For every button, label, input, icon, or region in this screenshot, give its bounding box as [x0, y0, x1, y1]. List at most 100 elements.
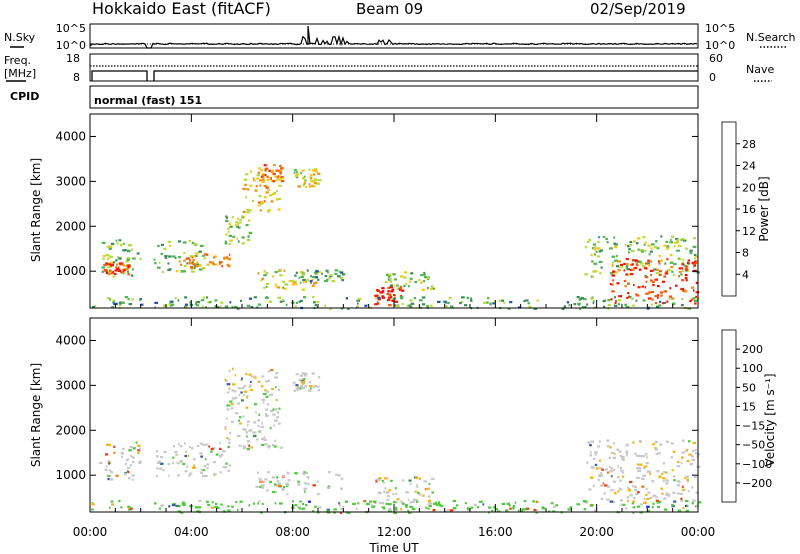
- freq-tick-bottom-left: 8: [73, 71, 80, 84]
- power-scatter-cell: [631, 263, 634, 266]
- power-scatter-cell: [175, 270, 179, 273]
- power-scatter-cell: [695, 281, 699, 284]
- vel-scatter-cell: [392, 493, 395, 496]
- vel-scatter-cell: [355, 507, 358, 510]
- vel-scatter-cell: [252, 502, 255, 505]
- vel-scatter-cell: [156, 461, 161, 464]
- vel-scatter-cell: [383, 490, 386, 494]
- power-scatter-cell: [300, 171, 302, 175]
- vel-scatter-cell: [590, 440, 594, 443]
- vel-scatter-cell: [200, 455, 203, 458]
- power-scatter-cell: [241, 242, 245, 245]
- power-scatter-cell: [586, 240, 590, 244]
- vel-scatter-cell: [385, 502, 389, 505]
- power-scatter-cell: [167, 268, 171, 272]
- vel-scatter-cell: [523, 500, 527, 503]
- power-scatter-cell: [693, 237, 696, 240]
- power-scatter-cell: [616, 282, 620, 285]
- power-scatter-cell: [167, 240, 172, 243]
- vel-scatter-cell: [122, 447, 125, 450]
- vel-scatter-cell: [261, 502, 264, 505]
- vel-scatter-cell: [301, 382, 304, 385]
- vel-scatter-cell: [210, 450, 213, 453]
- power-scatter-cell: [198, 268, 203, 271]
- power-scatter-cell: [396, 287, 399, 290]
- vel-scatter-cell: [240, 379, 243, 382]
- power-scatter-cell: [609, 247, 613, 250]
- vel-scatter-cell: [372, 505, 376, 508]
- vel-scatter-cell: [644, 453, 648, 456]
- vel-scatter-cell: [427, 495, 431, 498]
- vel-scatter-cell: [432, 509, 436, 512]
- vel-scatter-cell: [357, 502, 360, 505]
- power-scatter-cell: [687, 259, 691, 262]
- power-scatter-cell: [387, 298, 391, 302]
- power-scatter-cell: [398, 287, 403, 290]
- power-scatter-cell: [324, 280, 328, 283]
- vel-scatter-cell: [226, 408, 230, 411]
- power-scatter-cell: [257, 303, 262, 306]
- power-scatter-cell: [685, 265, 689, 268]
- vel-scatter-cell: [505, 509, 509, 512]
- vel-scatter-cell: [273, 424, 275, 427]
- vel-scatter-cell: [335, 473, 338, 476]
- power-scatter-cell: [127, 298, 130, 301]
- power-scatter-cell: [311, 184, 313, 187]
- power-scatter-cell: [691, 261, 695, 264]
- power-scatter-cell: [405, 282, 408, 285]
- power-scatter-cell: [275, 198, 279, 201]
- vel-scatter-cell: [210, 448, 214, 451]
- power-scatter-cell: [235, 306, 238, 309]
- vel-scatter-cell: [655, 499, 659, 502]
- power-scatter-cell: [387, 275, 391, 278]
- vel-scatter-cell: [598, 459, 601, 462]
- vel-scatter-cell: [670, 456, 674, 459]
- power-scatter-cell: [315, 270, 319, 273]
- vel-scatter-cell: [680, 492, 683, 496]
- nave-tick-top: 60: [709, 52, 723, 65]
- vel-scatter-cell: [187, 454, 190, 457]
- vel-scatter-cell: [220, 503, 223, 506]
- power-scatter-cell: [281, 177, 285, 180]
- vel-scatter-cell: [126, 458, 129, 462]
- vel-scatter-cell: [673, 479, 676, 482]
- power-scatter-cell: [628, 251, 630, 254]
- power-scatter-cell: [275, 286, 279, 289]
- power-scatter-cell: [640, 250, 644, 253]
- power-scatter-cell: [667, 269, 671, 272]
- vel-scatter-cell: [231, 383, 236, 386]
- power-scatter-cell: [249, 297, 252, 300]
- vel-scatter-cell: [593, 457, 596, 460]
- vel-scatter-cell: [193, 458, 195, 461]
- vel-scatter-cell: [110, 500, 114, 503]
- nave-tick-bottom: 0: [709, 71, 716, 84]
- vel-scatter-cell: [400, 500, 403, 503]
- power-scatter-cell: [272, 173, 276, 176]
- power-scatter-cell: [102, 257, 105, 260]
- vel-scatter-cell: [301, 507, 305, 510]
- vel-scatter-cell: [378, 477, 382, 480]
- vel-scatter-cell: [514, 501, 517, 504]
- power-scatter-cell: [420, 280, 423, 283]
- vel-scatter-cell: [260, 385, 264, 388]
- vel-scatter-cell: [300, 380, 302, 383]
- power-scatter-cell: [276, 176, 278, 179]
- power-scatter-cell: [310, 275, 312, 278]
- vel-scatter-cell: [386, 498, 390, 501]
- vel-scatter-cell: [303, 471, 306, 474]
- vel-scatter-cell: [453, 506, 456, 510]
- power-scatter-cell: [628, 295, 630, 298]
- power-scatter-cell: [399, 275, 404, 278]
- vel-ytick-label: 2000: [55, 423, 86, 437]
- vel-scatter-cell: [225, 417, 228, 420]
- vel-scatter-cell: [200, 442, 203, 445]
- power-scatter-cell: [668, 297, 671, 301]
- power-scatter-cell: [670, 265, 674, 269]
- vel-scatter-cell: [262, 392, 267, 396]
- power-scatter-cell: [296, 173, 299, 176]
- vel-scatter-cell: [237, 508, 239, 512]
- vel-scatter-cell: [226, 437, 229, 440]
- power-scatter-cell: [303, 182, 306, 185]
- vel-scatter-cell: [129, 507, 133, 510]
- vel-scatter-cell: [132, 447, 136, 450]
